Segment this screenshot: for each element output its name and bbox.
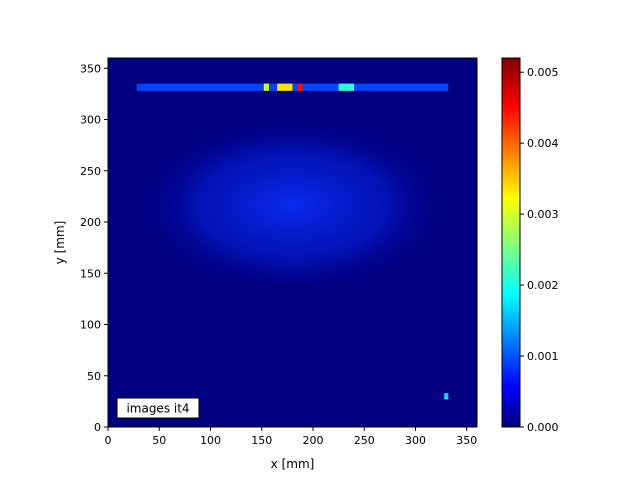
x-tick-label: 300 <box>405 434 426 447</box>
x-axis-label: x [mm] <box>271 457 315 471</box>
annotation-box: images it4 <box>116 397 200 419</box>
y-tick-label: 250 <box>80 165 101 178</box>
x-tick-label: 100 <box>200 434 221 447</box>
colorbar: 0.000 0.001 0.002 0.003 0.004 0.005 <box>501 57 559 434</box>
y-tick-label: 200 <box>80 216 101 229</box>
y-tick-label: 300 <box>80 114 101 127</box>
colorbar-tick-label: 0.001 <box>527 350 559 363</box>
heatmap-region-hot-spot-4 <box>338 83 354 91</box>
y-tick-label: 350 <box>80 62 101 75</box>
heatmap-region-hot-spot-1 <box>263 83 269 91</box>
colorbar-gradient <box>501 57 521 428</box>
heatmap-region-hot-spot-3 <box>297 83 303 91</box>
x-tick-label: 50 <box>152 434 166 447</box>
colorbar-tick-label: 0.004 <box>527 137 559 150</box>
x-tick-label: 0 <box>105 434 112 447</box>
colorbar-tick-label: 0.002 <box>527 279 559 292</box>
y-tick-label: 100 <box>80 319 101 332</box>
plot-area <box>108 58 477 427</box>
y-tick-label: 150 <box>80 267 101 280</box>
plot-frame <box>107 57 478 428</box>
x-tick-label: 200 <box>303 434 324 447</box>
axes: 0 50 100 150 200 250 300 350 0 50 100 150 200 250 300 3… <box>80 57 478 447</box>
heatmap-region-hot-spot-2 <box>277 83 293 91</box>
y-axis-label: y [mm] <box>53 221 67 265</box>
heatmap-region-diffuse-dome <box>136 109 449 284</box>
x-tick-label: 150 <box>251 434 272 447</box>
annotation-text: images it4 <box>126 402 189 416</box>
colorbar-tick-label: 0.000 <box>527 421 559 434</box>
y-tick-label: 50 <box>87 370 101 383</box>
colorbar-tick-label: 0.005 <box>527 66 559 79</box>
x-tick-label: 250 <box>354 434 375 447</box>
heatmap-region-corner-point <box>444 393 449 400</box>
x-tick-label: 350 <box>456 434 477 447</box>
y-tick-label: 0 <box>94 421 101 434</box>
colorbar-tick-label: 0.003 <box>527 208 559 221</box>
